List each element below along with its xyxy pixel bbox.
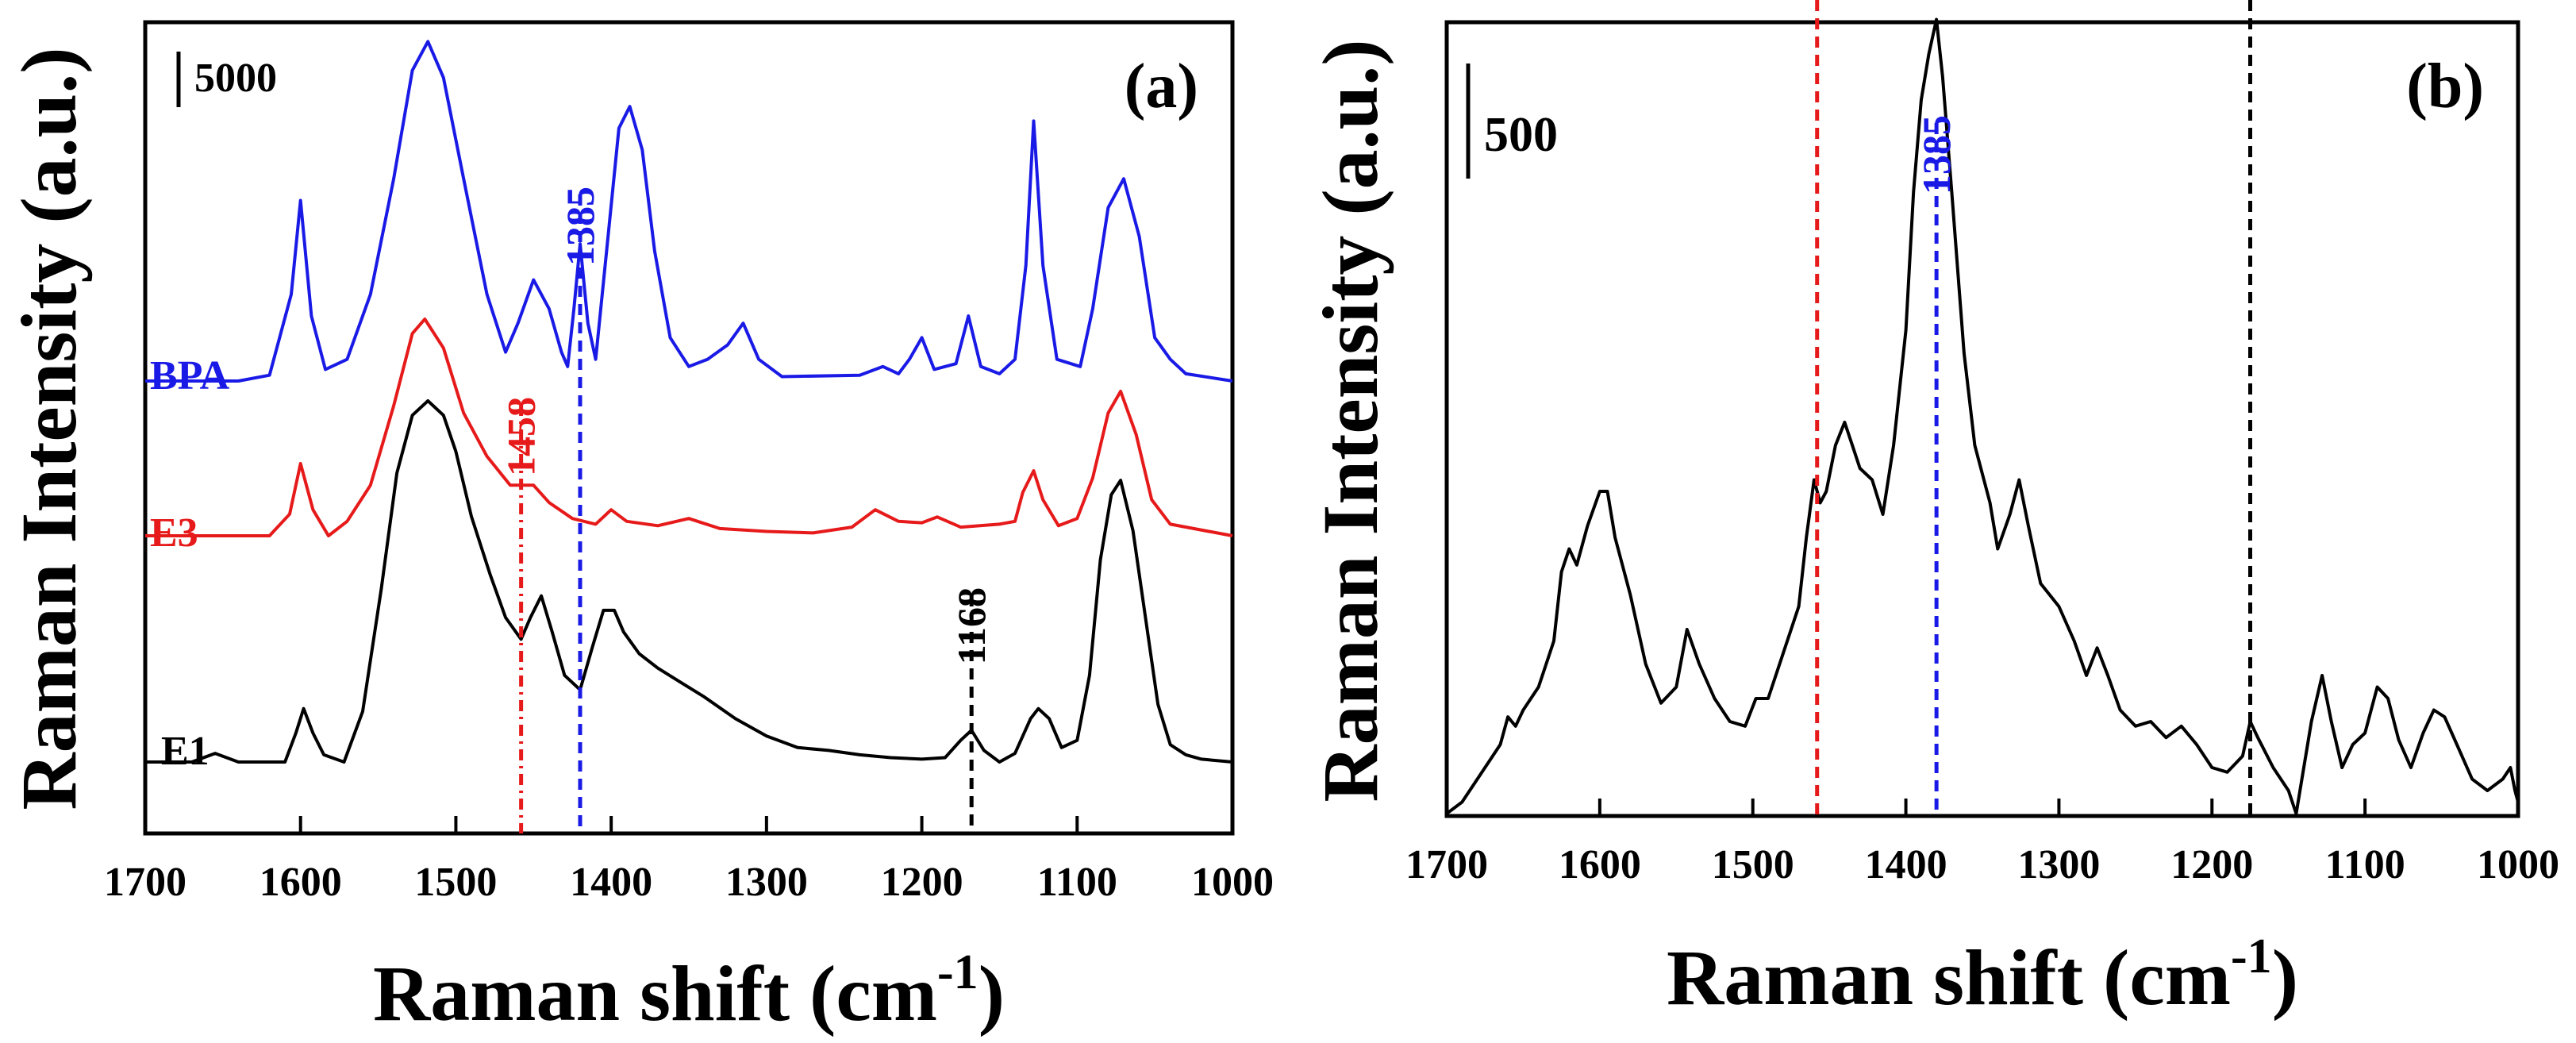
x-tick-label: 1500 [414, 860, 497, 905]
x-tick-label: 1600 [260, 860, 342, 905]
panel-b-x-ticks: 1700 1600 1500 1400 1300 1200 1100 1000 [1405, 799, 2559, 887]
x-tick-label: 1300 [2017, 842, 2100, 887]
panel-a: Raman Intensity (a.u.) (a) 5000 1700 1600… [5, 20, 1274, 1037]
series-line-e1 [145, 399, 1233, 764]
series-line-e3 [145, 318, 1233, 537]
annotation-label-1385: 1385 [558, 187, 602, 266]
panel-a-ylabel: Raman Intensity (a.u.) [5, 47, 93, 810]
x-tick-label: 1700 [104, 860, 186, 905]
x-tick-label: 1000 [2477, 842, 2559, 887]
panel-a-xlabel-close: ) [978, 949, 1005, 1037]
panel-a-frame [143, 20, 1235, 836]
annotation-label-1168: 1168 [949, 587, 994, 664]
panel-a-scale-label: 5000 [194, 56, 277, 101]
panel-a-xlabel-sup: -1 [937, 945, 978, 999]
panel-b-xlabel-main: Raman shift (cm [1667, 933, 2231, 1022]
x-tick-label: 1100 [1037, 860, 1117, 905]
x-tick-label: 1500 [1712, 842, 1794, 887]
x-tick-label: 1400 [570, 860, 652, 905]
panel-b-scale-label: 500 [1484, 108, 1558, 162]
series-line-spectrum [1445, 17, 2520, 815]
x-tick-label: 1000 [1191, 860, 1274, 905]
x-tick-label: 1600 [1559, 842, 1641, 887]
panel-b-xlabel-sup: -1 [2231, 929, 2272, 983]
panel-a-xlabel-main: Raman shift (cm [373, 949, 937, 1037]
panel-b-xlabel: Raman shift (cm-1) [1667, 929, 2298, 1022]
annotation-label-1385: 1385 [1914, 115, 1959, 194]
x-tick-label: 1200 [881, 860, 963, 905]
x-tick-label: 1100 [2325, 842, 2405, 887]
series-label-e3: E3 [150, 510, 198, 556]
panel-a-traces [145, 40, 1233, 764]
series-label-bpa: BPA [150, 353, 230, 398]
panel-a-x-ticks: 1700 1600 1500 1400 1300 1200 1100 1000 [104, 816, 1274, 905]
series-line-bpa [145, 40, 1233, 383]
panel-b-label: (b) [2406, 52, 2484, 121]
panel-b-xlabel-close: ) [2272, 933, 2298, 1022]
panel-b-traces [1445, 17, 2520, 815]
series-label-e1: E1 [161, 729, 210, 774]
panel-a-xlabel: Raman shift (cm-1) [373, 945, 1005, 1037]
panel-a-label: (a) [1125, 52, 1198, 121]
x-tick-label: 1400 [1865, 842, 1947, 887]
panel-a-annotations: 1385 1458 1168 [499, 187, 994, 833]
x-tick-label: 1700 [1405, 842, 1488, 887]
panel-b-frame [1444, 20, 2520, 818]
x-tick-label: 1300 [725, 860, 808, 905]
annotation-label-1458: 1458 [499, 397, 544, 476]
x-tick-label: 1200 [2170, 842, 2253, 887]
panel-b: Raman Intensity (a.u.) (b) 500 1700 1600 1… [1306, 0, 2559, 1022]
panel-b-ylabel: Raman Intensity (a.u.) [1306, 39, 1394, 802]
